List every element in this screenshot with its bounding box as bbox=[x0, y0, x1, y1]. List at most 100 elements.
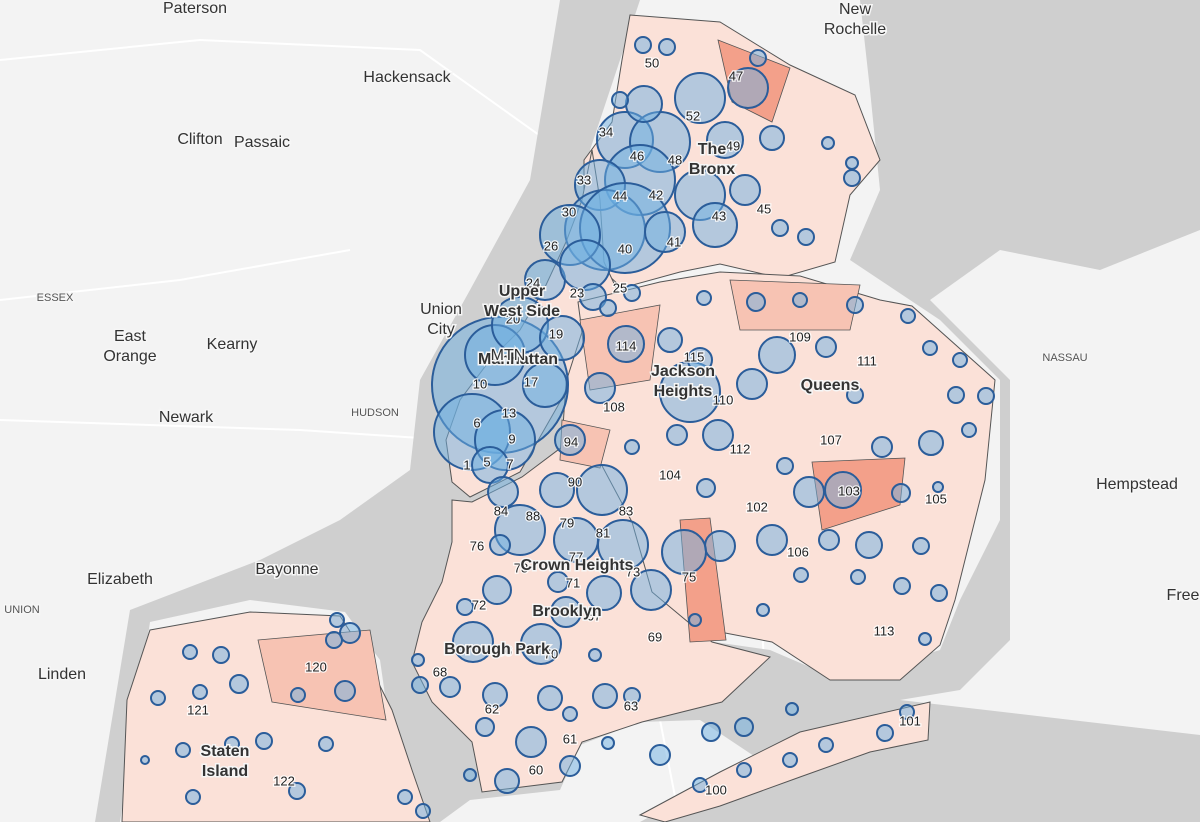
bubble bbox=[746, 292, 766, 312]
bubble bbox=[559, 239, 611, 291]
bubble bbox=[592, 683, 618, 709]
precinct-label: 90 bbox=[568, 474, 582, 489]
precinct-label: 26 bbox=[544, 238, 558, 253]
bubble bbox=[140, 755, 150, 765]
precinct-label: 108 bbox=[603, 399, 625, 414]
precinct-label: 61 bbox=[563, 731, 577, 746]
precinct-label: 110 bbox=[713, 392, 734, 407]
bubble bbox=[818, 737, 834, 753]
bubble bbox=[912, 537, 930, 555]
bubble bbox=[815, 336, 837, 358]
bubble bbox=[644, 211, 686, 253]
precinct-label: 102 bbox=[746, 499, 768, 514]
precinct-label: 19 bbox=[549, 326, 563, 341]
bubble bbox=[821, 136, 835, 150]
bubble bbox=[623, 284, 641, 302]
precinct-label: 63 bbox=[624, 698, 638, 713]
bubble bbox=[756, 603, 770, 617]
precinct-label: 1 bbox=[463, 457, 470, 472]
bubble bbox=[930, 584, 948, 602]
precinct-label: 71 bbox=[566, 575, 580, 590]
bubble bbox=[696, 478, 716, 498]
place-label: Rochelle bbox=[824, 21, 886, 38]
precinct-label: 33 bbox=[577, 172, 591, 187]
bubble bbox=[554, 424, 586, 456]
place-label: NASSAU bbox=[1042, 352, 1087, 364]
bubble bbox=[797, 228, 815, 246]
precinct-label: 107 bbox=[820, 432, 842, 447]
bubble bbox=[736, 368, 768, 400]
precinct-label: 43 bbox=[712, 208, 726, 223]
precinct-label: 30 bbox=[562, 204, 576, 219]
precinct-label: 120 bbox=[305, 659, 327, 674]
bubble bbox=[579, 283, 607, 311]
place-label: Staten bbox=[201, 743, 250, 760]
bubble bbox=[947, 386, 965, 404]
bubble bbox=[452, 621, 494, 663]
bubble bbox=[562, 706, 578, 722]
bubble bbox=[584, 372, 616, 404]
bubble bbox=[192, 684, 208, 700]
precinct-label: 62 bbox=[485, 701, 499, 716]
bubble bbox=[824, 471, 862, 509]
place-label: UNION bbox=[4, 604, 40, 616]
precinct-label: 23 bbox=[570, 285, 584, 300]
precinct-label: 7 bbox=[506, 456, 513, 471]
bubble bbox=[661, 529, 707, 575]
precinct-label: 114 bbox=[616, 338, 637, 353]
precinct-label: 111 bbox=[857, 353, 877, 368]
bubble bbox=[759, 125, 785, 151]
bubble bbox=[607, 325, 645, 363]
bubble bbox=[515, 726, 547, 758]
place-label: Orange bbox=[103, 348, 156, 365]
place-label: Paterson bbox=[163, 0, 227, 17]
bubble bbox=[539, 315, 585, 361]
precinct-label: 41 bbox=[667, 234, 681, 249]
place-label: Jackson bbox=[651, 363, 715, 380]
bubble bbox=[793, 567, 809, 583]
precinct-label: 70 bbox=[544, 646, 558, 661]
place-label: Borough Park bbox=[444, 641, 550, 658]
place-label: Upper bbox=[499, 283, 545, 300]
bubble bbox=[611, 91, 629, 109]
precinct-label: 105 bbox=[925, 491, 947, 506]
bubble bbox=[415, 803, 431, 819]
bubble bbox=[674, 72, 726, 124]
bubble bbox=[893, 577, 911, 595]
bubble bbox=[657, 327, 683, 353]
bubble bbox=[649, 744, 671, 766]
bubbles bbox=[140, 36, 995, 819]
precinct-label: 44 bbox=[613, 188, 627, 203]
precinct-label: 78 bbox=[514, 560, 528, 575]
precinct-label: 46 bbox=[630, 148, 644, 163]
bubble bbox=[846, 296, 864, 314]
place-label: City bbox=[427, 321, 455, 338]
precinct-label: 72 bbox=[472, 597, 486, 612]
place-label: Linden bbox=[38, 666, 86, 683]
bubble bbox=[846, 386, 864, 404]
bubble bbox=[456, 598, 474, 616]
precinct-label: 34 bbox=[599, 124, 613, 139]
bubble bbox=[439, 676, 461, 698]
place-label: Union bbox=[420, 301, 462, 318]
place-label: Newark bbox=[159, 409, 214, 426]
bubble bbox=[932, 481, 944, 493]
precinct-label: 84 bbox=[494, 503, 508, 518]
bubble bbox=[702, 419, 734, 451]
bubble bbox=[756, 524, 788, 556]
precinct-label: 45 bbox=[757, 201, 771, 216]
bubble bbox=[687, 347, 713, 373]
bubble bbox=[559, 755, 581, 777]
bubble bbox=[850, 569, 866, 585]
bubble bbox=[630, 569, 672, 611]
precinct-label: 10 bbox=[473, 376, 487, 391]
precinct-label: 52 bbox=[686, 108, 700, 123]
precinct-label: 60 bbox=[529, 762, 543, 777]
precinct-label: 47 bbox=[729, 68, 743, 83]
precinct-label: 100 bbox=[705, 782, 727, 797]
bubble bbox=[550, 596, 582, 628]
bubble bbox=[658, 38, 676, 56]
place-label: Crown Heights bbox=[521, 557, 634, 574]
bubble bbox=[899, 704, 915, 720]
bubble bbox=[692, 777, 708, 793]
